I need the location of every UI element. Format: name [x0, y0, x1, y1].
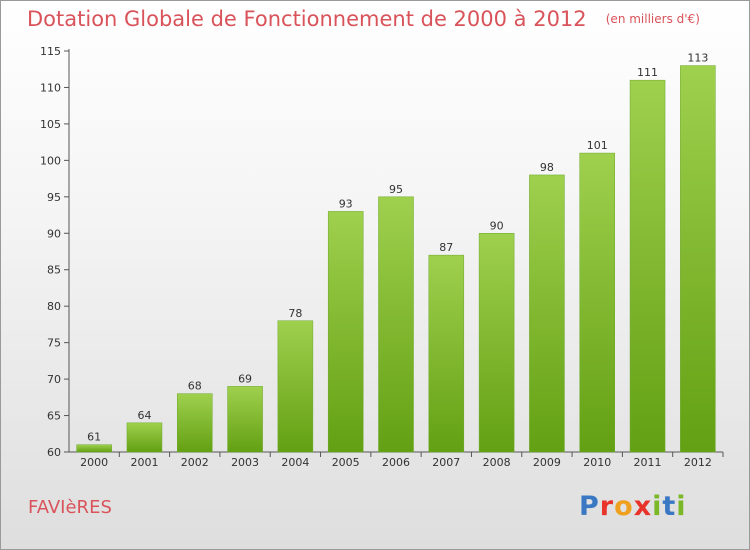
bar [428, 254, 465, 453]
logo-letter: P [579, 491, 600, 522]
bar [177, 393, 213, 453]
logo-letter: r [599, 491, 615, 522]
bar [629, 79, 666, 453]
x-tick-label: 2000 [80, 456, 108, 469]
bar [378, 196, 414, 453]
chart-subtitle: (en milliers d'€) [605, 12, 700, 26]
x-tick-label: 2008 [483, 456, 511, 469]
x-tick-label: 2003 [231, 456, 259, 469]
x-tick-label: 2010 [583, 456, 611, 469]
x-tick-label: 2002 [181, 456, 209, 469]
y-tick-label: 90 [47, 227, 61, 240]
chart-title: Dotation Globale de Fonctionnement de 20… [27, 7, 587, 31]
bar [529, 174, 565, 453]
x-tick-label: 2001 [130, 456, 158, 469]
bar-value-label: 93 [339, 197, 353, 210]
x-tick-label: 2006 [382, 456, 410, 469]
y-tick-label: 70 [47, 373, 61, 386]
bar-value-label: 111 [637, 66, 658, 79]
x-tick-label: 2009 [533, 456, 561, 469]
logo-letter: i [676, 491, 687, 522]
y-tick-label: 105 [40, 118, 61, 131]
logo-letter: t [662, 491, 677, 522]
y-tick-label: 60 [47, 446, 61, 459]
bar-value-label: 98 [540, 161, 554, 174]
bar [579, 152, 615, 453]
x-tick-label: 2005 [332, 456, 360, 469]
y-tick-label: 80 [47, 300, 61, 313]
y-tick-label: 95 [47, 191, 61, 204]
x-tick-label: 2004 [281, 456, 309, 469]
bar-value-label: 69 [238, 372, 252, 385]
bar-value-label: 64 [137, 409, 151, 422]
y-tick-label: 85 [47, 264, 61, 277]
title-block: Dotation Globale de Fonctionnement de 20… [27, 7, 700, 31]
logo-letter: x [633, 491, 653, 522]
y-tick-label: 75 [47, 337, 61, 350]
y-tick-label: 110 [40, 81, 61, 94]
bar-value-label: 95 [389, 183, 403, 196]
bar-value-label: 101 [587, 139, 608, 152]
y-tick-label: 100 [40, 154, 61, 167]
y-tick-label: 65 [47, 410, 61, 423]
commune-name: FAVIèRES [28, 497, 112, 518]
logo-letter: i [652, 491, 663, 522]
bar-value-label: 113 [687, 52, 708, 65]
bar-value-label: 68 [188, 380, 202, 393]
logo-letter: o [614, 491, 634, 522]
bar [680, 65, 716, 453]
proxiti-logo[interactable]: Proxiti [579, 491, 687, 522]
bar [126, 422, 163, 453]
bar [76, 444, 112, 453]
x-tick-label: 2007 [432, 456, 460, 469]
y-tick-label: 115 [40, 45, 61, 58]
bar-value-label: 90 [490, 219, 504, 232]
bar-value-label: 61 [87, 431, 101, 444]
bar [227, 386, 263, 453]
x-tick-label: 2012 [684, 456, 712, 469]
bar-value-label: 87 [439, 241, 453, 254]
bar-value-label: 78 [288, 307, 302, 320]
x-tick-label: 2011 [634, 456, 662, 469]
bar [327, 211, 364, 453]
bar [478, 233, 515, 453]
bar [277, 320, 314, 453]
